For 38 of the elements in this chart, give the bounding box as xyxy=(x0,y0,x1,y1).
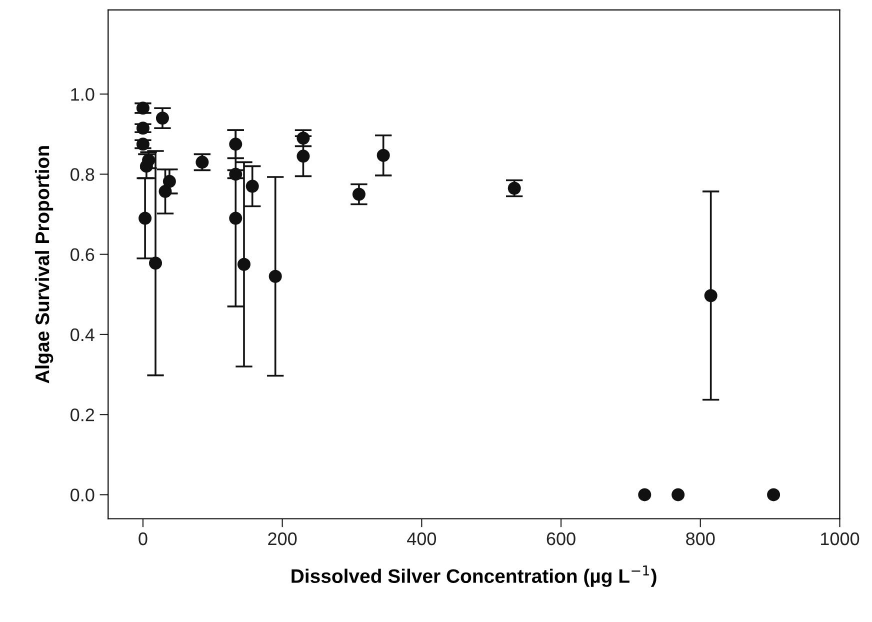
y-tick-label: 0.8 xyxy=(70,168,94,181)
x-tick-label: 0 xyxy=(138,532,148,546)
point xyxy=(376,148,390,162)
point xyxy=(149,256,162,270)
point xyxy=(136,122,150,135)
point xyxy=(158,184,172,198)
point xyxy=(268,270,282,283)
point xyxy=(196,156,209,169)
y-tick-label: 1.0 xyxy=(71,88,94,101)
point xyxy=(508,182,521,195)
x-tick-label: 600 xyxy=(546,532,576,546)
point xyxy=(136,138,150,151)
point xyxy=(638,488,652,502)
point xyxy=(672,488,685,502)
point xyxy=(156,112,169,125)
point xyxy=(767,488,780,502)
x-tick-label: 1000 xyxy=(821,532,860,546)
y-tick-label: 0.4 xyxy=(70,328,94,342)
point xyxy=(246,180,259,193)
point xyxy=(229,212,242,225)
x-tick-label: 400 xyxy=(407,532,436,546)
point xyxy=(352,188,366,201)
x-tick-label: 200 xyxy=(268,532,297,546)
x-tick-label: 800 xyxy=(686,532,715,546)
y-tick-label: 0.2 xyxy=(70,408,94,422)
point xyxy=(704,289,718,302)
point xyxy=(237,258,251,271)
point xyxy=(296,132,310,145)
x-axis-title: Dissolved Silver Concentration (µg L$^{−1}$) xyxy=(292,565,656,587)
point xyxy=(296,150,310,163)
point xyxy=(162,174,176,188)
y-tick-label: 0.0 xyxy=(70,488,94,502)
point xyxy=(138,212,152,225)
point xyxy=(136,102,150,115)
y-tick-label: 0.6 xyxy=(70,248,94,262)
point xyxy=(229,138,242,151)
point xyxy=(229,168,242,181)
y-axis-title: Algae Survival Proportion xyxy=(34,146,54,384)
